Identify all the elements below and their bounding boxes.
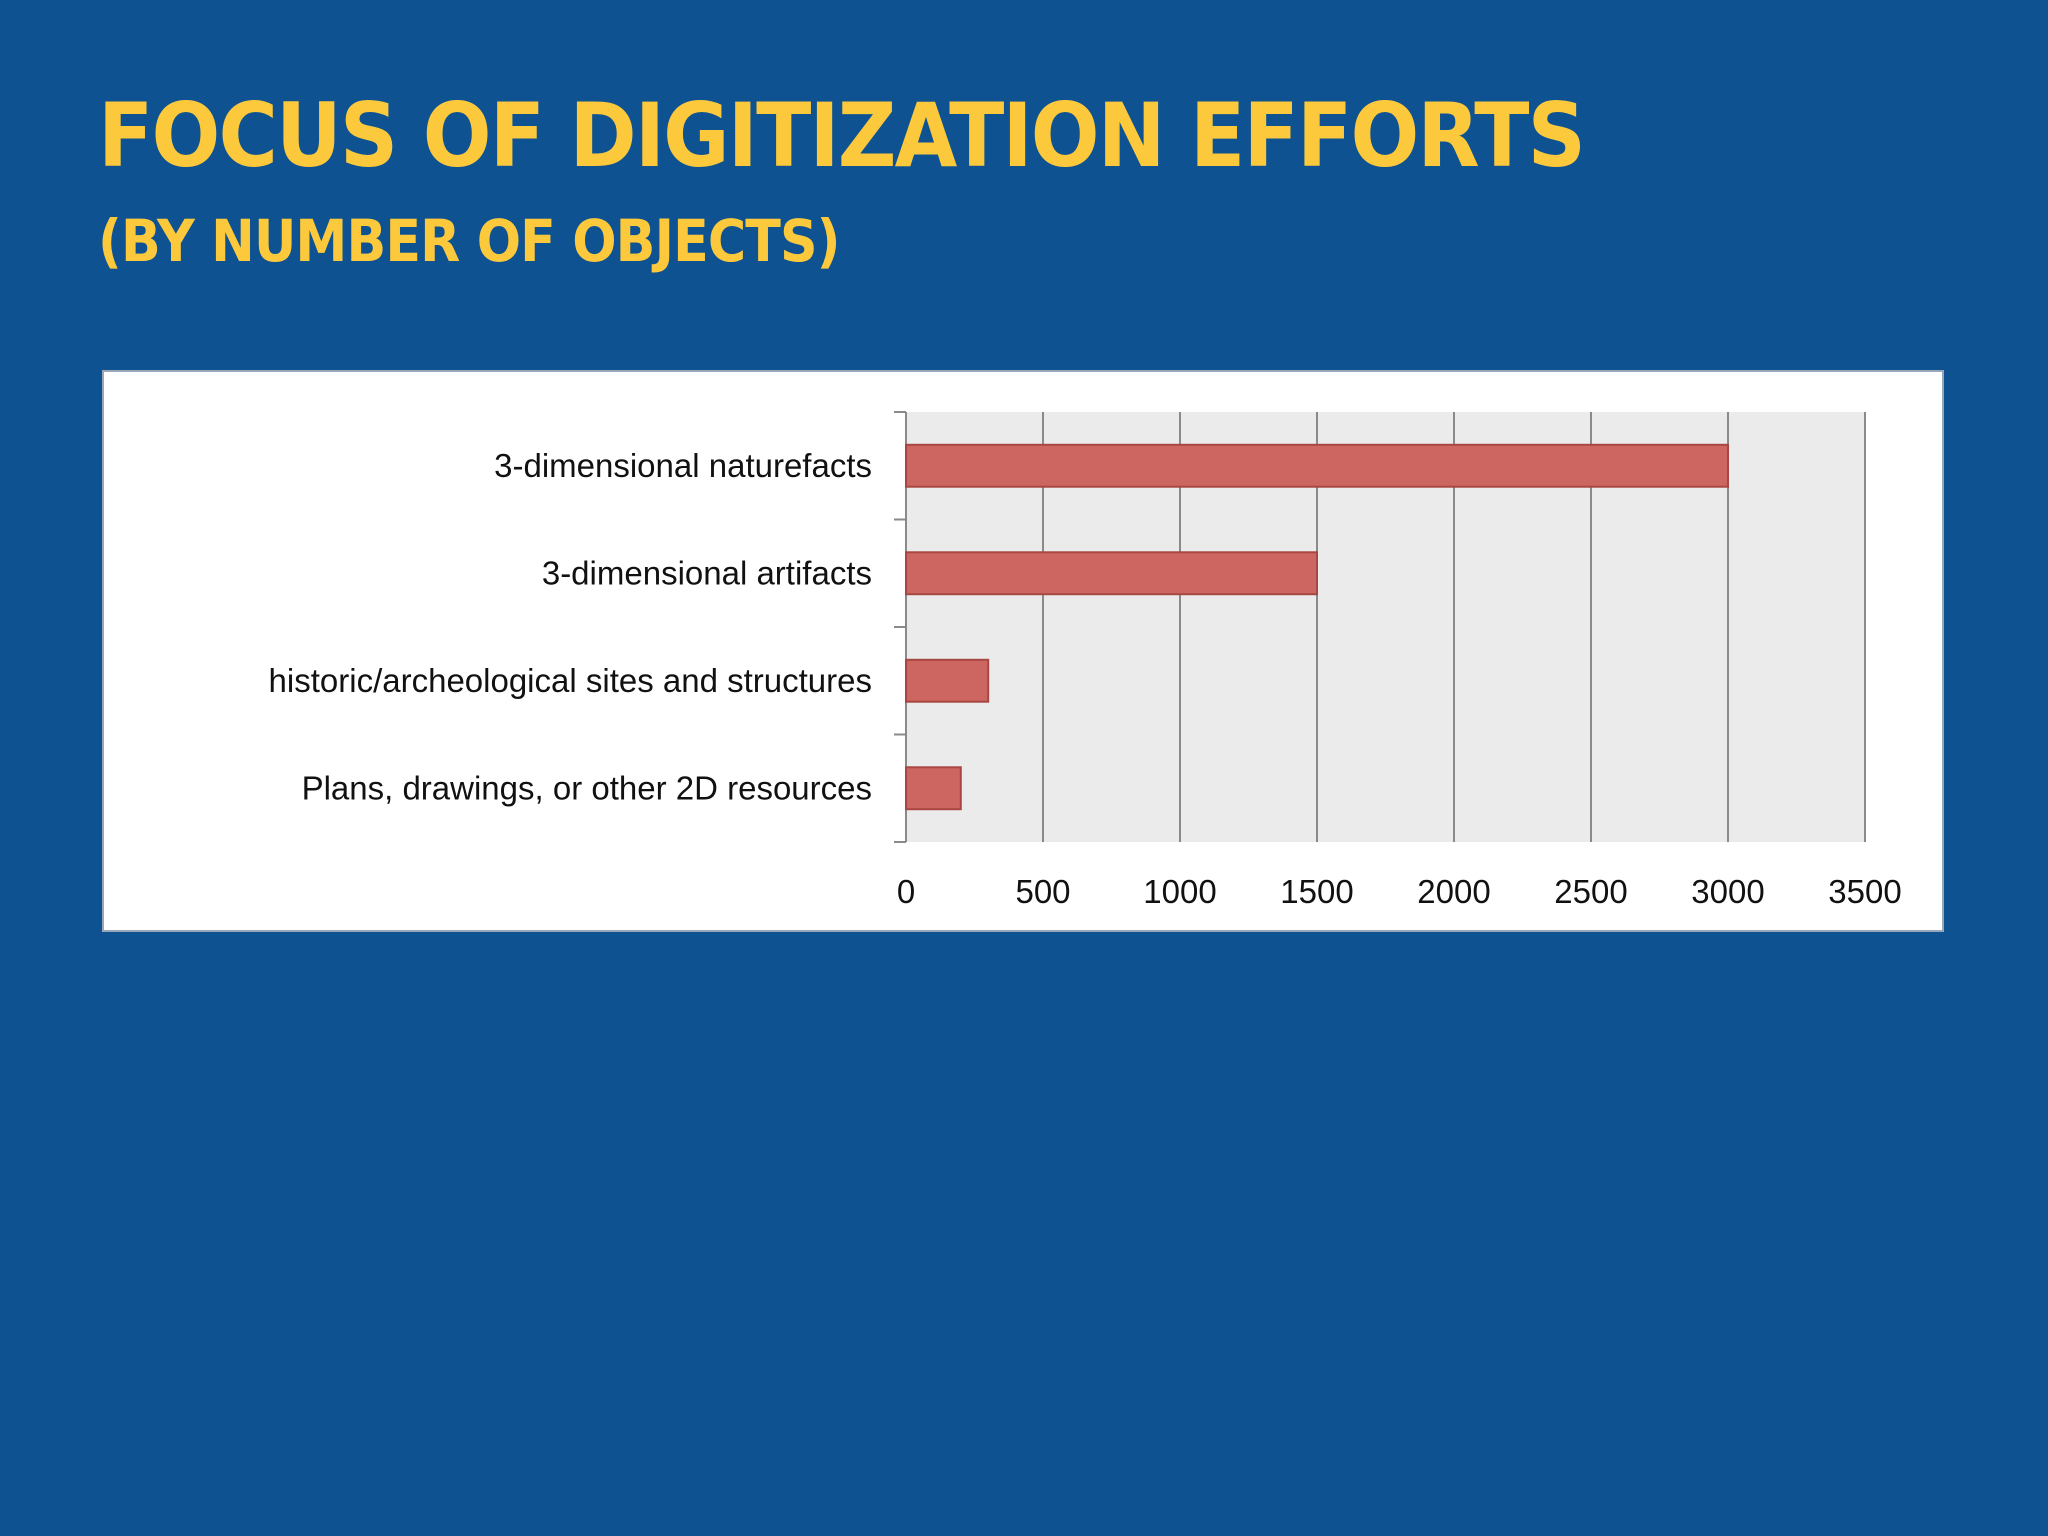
bar (905, 766, 962, 811)
x-tick-label: 1500 (1280, 873, 1353, 910)
x-tick-label: 500 (1015, 873, 1070, 910)
category-label: Plans, drawings, or other 2D resources (302, 769, 872, 806)
x-tick-label: 3500 (1828, 873, 1901, 910)
bar (905, 658, 990, 703)
category-label: historic/archeological sites and structu… (269, 662, 872, 699)
chart-panel: 0 500 1000 1500 2000 2500 3000 3500 3-dimensiona… (102, 370, 1944, 932)
slide-title: Focus of Digitization Efforts (98, 84, 1586, 187)
bar (905, 551, 1318, 596)
x-tick-label: 0 (897, 873, 915, 910)
x-tick-label: 2500 (1554, 873, 1627, 910)
x-tick-label: 1000 (1143, 873, 1216, 910)
bar (905, 443, 1729, 488)
x-tick-label: 3000 (1691, 873, 1764, 910)
x-tick-label: 2000 (1417, 873, 1490, 910)
slide-subtitle: (by number of objects) (98, 207, 841, 275)
category-label: 3-dimensional artifacts (542, 554, 872, 591)
bar-chart: 0 500 1000 1500 2000 2500 3000 3500 3-dimensiona… (269, 411, 1902, 910)
category-label: 3-dimensional naturefacts (494, 447, 872, 484)
